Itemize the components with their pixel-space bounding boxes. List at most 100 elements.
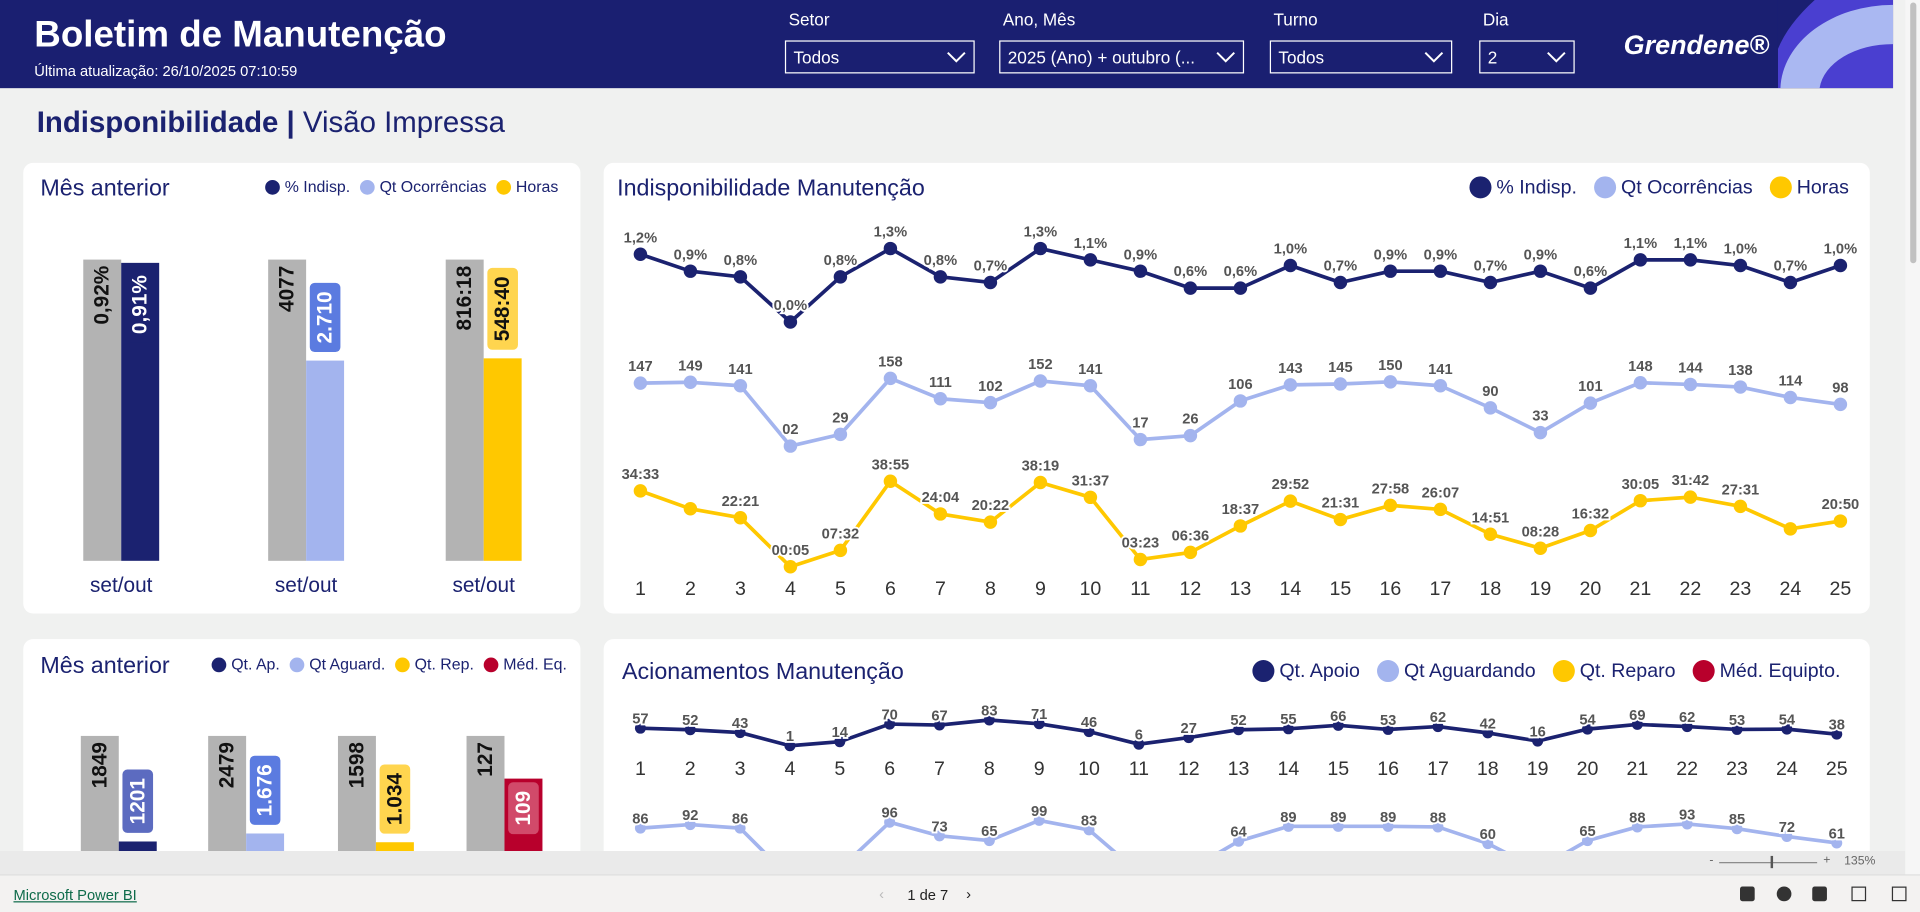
filter-dropdown[interactable]: Todos [1269,40,1453,74]
data-point [1083,824,1095,836]
scrollbar[interactable] [1905,0,1920,875]
data-label: 96 [881,806,897,822]
footer: Microsoft Power BI ‹ 1 de 7 › [0,874,1920,912]
x-tick-label: 14 [1278,758,1300,780]
data-point [983,835,995,847]
filter-label: Setor [788,9,830,30]
data-label: 61 [1829,826,1845,842]
data-label: 43 [732,716,748,732]
data-point [633,376,648,390]
chart-title: Indisponibilidade Manutenção [617,174,925,200]
current-value-label: 1.034 [383,773,406,825]
data-label: 102 [978,379,1003,395]
powerbi-link[interactable]: Microsoft Power BI [13,886,137,904]
x-tick-label: 23 [1730,578,1752,600]
data-point [1083,490,1098,505]
previous-value-label: 2479 [216,742,239,788]
data-point [1633,493,1648,508]
share-linkedin[interactable] [1812,886,1827,902]
data-label: 148 [1628,359,1653,375]
data-point [784,740,796,752]
share-twitter[interactable] [1776,886,1792,902]
legend-swatch [1377,660,1400,683]
fullscreen[interactable] [1891,886,1907,902]
data-point [783,315,798,329]
data-point [883,474,898,488]
x-tick-label: 17 [1430,578,1452,600]
data-point [1282,723,1294,735]
scroll-thumb[interactable] [1910,2,1917,264]
legend-swatch [359,180,375,195]
x-tick-label: 19 [1530,578,1552,600]
data-label: 141 [728,362,753,378]
data-point [1583,396,1598,410]
filter-dropdown[interactable]: 2 [1479,40,1575,74]
zoom-thumb[interactable] [1770,855,1774,869]
share-facebook[interactable] [1740,886,1755,902]
data-label: 89 [1280,810,1296,826]
data-point [734,727,746,739]
data-point [1183,545,1198,560]
x-tick-label: 11 [1129,758,1149,780]
data-label: 101 [1578,379,1603,395]
data-point [1083,379,1098,393]
section-heading: Indisponibilidade | Visão Impressa [37,107,505,141]
data-label: 16 [1529,724,1545,740]
filter-value: 2025 (Ano) + outubro (... [1007,47,1196,68]
data-point [1483,527,1498,541]
data-point [833,427,848,442]
data-point [983,714,995,726]
data-point [634,722,646,734]
data-point [633,484,648,498]
data-point [1731,723,1743,735]
data-point [1681,721,1693,733]
data-point [683,264,698,278]
filter-dropdown[interactable]: Todos [784,40,975,74]
section-subtitle: Visão Impressa [302,106,505,140]
data-label: 149 [678,358,703,374]
data-label: 86 [632,812,648,828]
x-tick-label: 22 [1676,758,1698,780]
x-tick-label: 7 [934,758,945,780]
data-point [1781,830,1793,842]
data-point [1033,241,1048,256]
data-label: 0,9% [1374,247,1407,263]
data-label: 88 [1629,810,1645,826]
current-bar [483,358,522,561]
data-point [983,275,998,290]
data-point [1733,258,1748,273]
x-tick-label: 1 [635,578,646,600]
data-point [933,719,946,731]
previous-value-label: 1598 [345,742,368,788]
data-label: 16:32 [1572,507,1610,523]
data-label: 27:58 [1372,481,1410,497]
share-link[interactable] [1851,886,1867,902]
category-label: set/out [452,574,515,597]
data-point [1433,264,1448,278]
data-label: 83 [1081,813,1097,829]
data-label: 0,7% [1774,259,1807,275]
logo-decoration [1777,0,1894,89]
legend-label: Qt Ocorrências [380,179,487,196]
zoom-in[interactable]: + [1823,853,1831,867]
panel [603,639,1870,852]
zoom-out[interactable]: - [1709,853,1714,867]
prev-page[interactable]: ‹ [879,885,885,903]
data-label: 02 [782,422,798,438]
data-point [1482,727,1494,739]
data-label: 57 [632,712,648,728]
data-label: 03:23 [1122,536,1160,552]
data-label: 65 [1579,824,1595,840]
data-label: 0,7% [1324,259,1357,275]
zoom-slider[interactable] [1719,862,1818,864]
current-value-label: 2.710 [314,291,337,343]
previous-bar [80,735,119,852]
x-tick-label: 3 [735,758,746,780]
previous-bar [445,259,484,561]
legend-swatch [1769,176,1792,199]
filter-dropdown[interactable]: 2025 (Ano) + outubro (... [999,40,1245,74]
current-value-label: 109 [512,791,535,826]
data-point [783,560,798,574]
data-label: 62 [1430,710,1446,726]
next-page[interactable]: › [966,885,972,903]
